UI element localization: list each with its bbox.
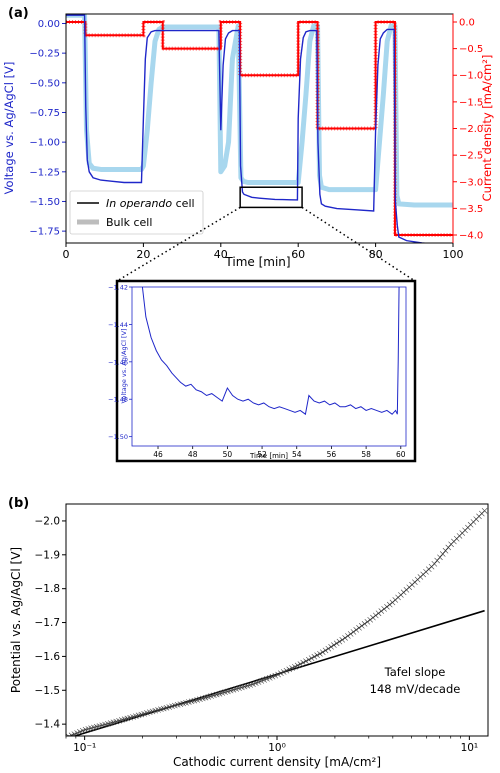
panel-b-xlabel: Cathodic current density [mA/cm²] [173,755,381,769]
zoom-box [239,186,303,209]
inset-xtick-label: 54 [292,450,302,459]
legend-label-bulk: Bulk cell [106,216,152,229]
panel-a-ylabel-left: Voltage vs. Ag/AgCl [V] [2,62,16,195]
inset-xtick-label: 52 [257,450,267,459]
inset-xtick-label: 60 [396,450,406,459]
zoom-connector-right [301,206,416,282]
a-ytick-right-label: −2.0 [459,124,483,135]
a-ytick-right-label: −3.5 [459,204,483,215]
inset-ytick-label: −1.50 [108,433,128,441]
a-ytick-right-label: −1.5 [459,97,483,108]
a-ytick-right-label: −1.0 [459,71,483,82]
panel-a-xlabel: Time [min] [224,255,290,269]
a-ytick-left-label: −1.75 [29,227,60,238]
panel-b-ticks: 10⁻¹ 10⁰ 10¹ −1.4 −1.5 −1.6 −1.7 −1.8 −1.9 −2.0 [35,515,479,754]
b-ytick-label: −1.9 [35,549,61,561]
inset-ylabel: Voltage vs. Ag/AgCl [V] [120,328,128,403]
inset-ytick-label: −1.46 [108,358,128,366]
a-xtick-label: 0 [63,248,70,261]
a-ytick-left-label: −1.50 [29,197,60,208]
in-operando-voltage-line [66,14,432,243]
panel-a-label: (a) [8,6,29,21]
inset-outer-frame [115,279,417,463]
a-ytick-left-label: −1.00 [29,138,60,149]
b-xtick-label: 10⁻¹ [73,742,96,754]
legend-label-operando: In operando cell [106,197,195,210]
tafel-annotation-line2: 148 mV/decade [370,682,461,696]
a-ytick-left-label: −1.25 [29,167,60,178]
panel-a-ylabel-right: Current density [mA/cm²] [480,55,494,202]
a-ytick-left-label: −0.50 [29,78,60,89]
a-xtick-label: 100 [443,248,464,261]
b-marker [66,733,72,736]
legend-box [69,190,204,235]
b-ytick-label: −1.4 [35,719,61,731]
b-ytick-label: −1.5 [35,685,61,697]
a-ytick-right-label: −3.0 [459,177,483,188]
b-ytick-label: −1.7 [35,617,61,629]
a-ytick-right-label: −0.5 [459,44,483,55]
zoom-connector-left [116,206,241,282]
b-xtick-label: 10¹ [461,742,479,754]
inset-ytick-label: −1.48 [108,396,128,404]
a-ytick-left-label: 0.00 [38,19,60,30]
b-xtick-label: 10⁰ [268,742,286,754]
polarization-curve [69,510,485,736]
a-xtick-label: 80 [369,248,383,261]
panel-b-label: (b) [8,496,29,511]
inset-xtick-label: 50 [223,450,233,459]
a-xtick-label: 60 [291,248,305,261]
b-ytick-label: −2.0 [35,515,61,527]
tafel-annotation-line1: Tafel slope [384,665,446,679]
panel-b-ylabel: Potential vs. Ag/AgCl [V] [9,547,23,693]
inset-voltage-line [141,287,400,416]
inset-ytick-label: −1.42 [108,284,128,292]
a-xtick-label: 40 [214,248,228,261]
a-ytick-right-label: −4.0 [459,231,483,242]
inset-plot-frame [131,286,407,447]
inset-xtick-label: 46 [153,450,163,459]
inset-xtick-label: 56 [327,450,337,459]
panel-a-legend: In operando cell Bulk cell [69,190,204,235]
b-ytick-label: −1.6 [35,651,61,663]
a-ytick-left-label: −0.25 [29,49,60,60]
inset-xtick-label: 58 [361,450,371,459]
inset-xlabel: Time [min] [249,452,288,460]
panel-b-frame [65,503,489,737]
a-ytick-right-label: −2.5 [459,151,483,162]
inset-xtick-label: 48 [188,450,198,459]
panel-a-ticks: 0 20 40 60 80 100 0.00 −0.25 −0.50 −0.75 −1.00 −1.2… [29,17,483,261]
polarization-markers [66,507,488,736]
tafel-fit-line [72,609,485,736]
inset-ytick-label: −1.44 [108,321,128,329]
inset-ticks: 46 48 50 52 54 56 58 60 −1.42 −1.44 −1.46 −1.48 −1.5… [108,284,406,460]
b-ytick-label: −1.8 [35,583,61,595]
a-ytick-left-label: −0.75 [29,108,60,119]
a-xtick-label: 20 [136,248,150,261]
a-ytick-right-label: 0.0 [459,17,475,28]
